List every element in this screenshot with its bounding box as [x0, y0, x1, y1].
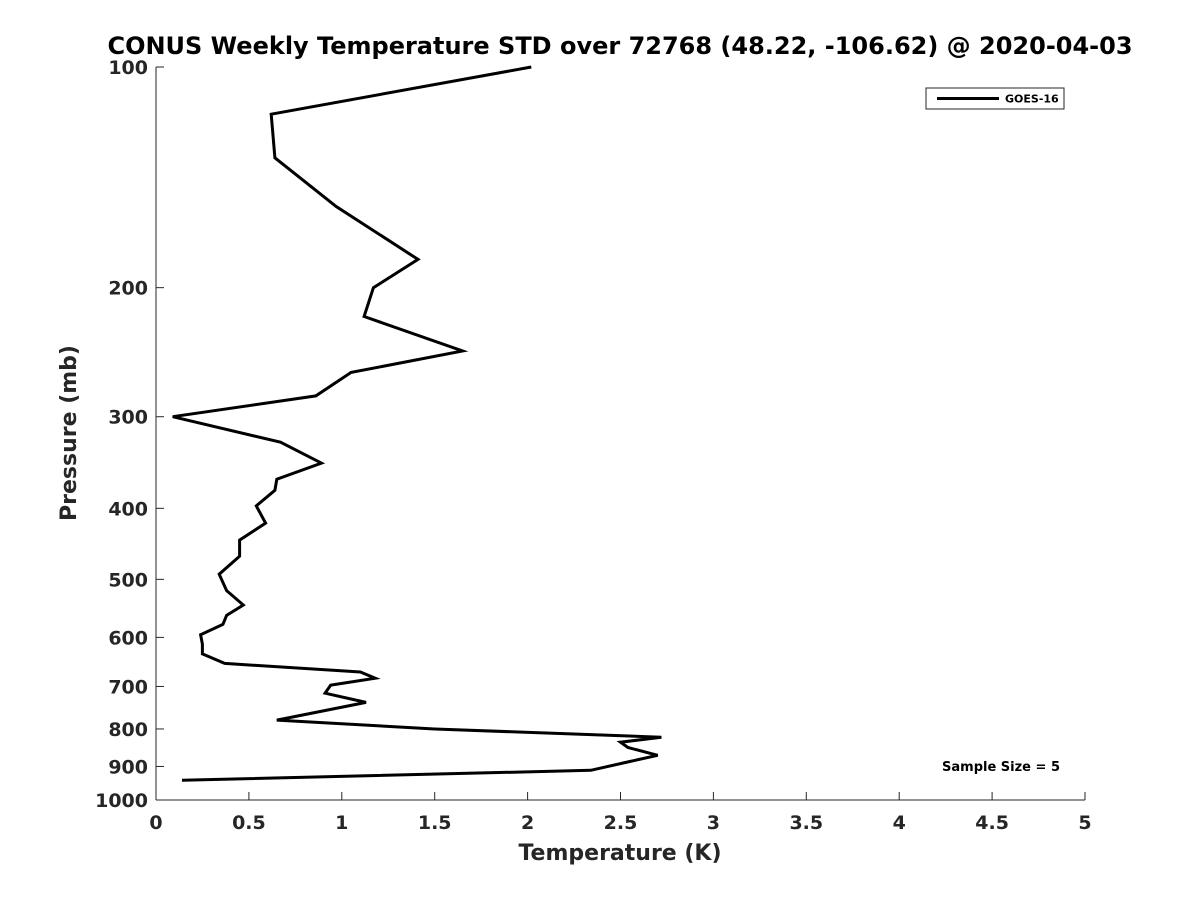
x-tick-label: 3 [707, 812, 720, 834]
y-tick-label: 600 [108, 627, 148, 649]
x-tick-label: 4.5 [975, 812, 1009, 834]
legend: GOES-16 [925, 87, 1065, 110]
x-tick-label: 2.5 [604, 812, 638, 834]
y-axis-label: Pressure (mb) [57, 345, 82, 521]
sample-size-annotation: Sample Size = 5 [942, 760, 1060, 775]
x-tick-label: 4 [893, 812, 906, 834]
chart-title: CONUS Weekly Temperature STD over 72768 … [107, 32, 1132, 60]
y-tick-label: 700 [108, 676, 148, 698]
y-tick-label: 100 [108, 57, 148, 79]
x-axis-ticks: 0 0.5 1 1.5 2 2.5 3 3.5 4 4.5 5 [149, 792, 1092, 834]
y-tick-label: 300 [108, 407, 148, 429]
series-line-goes-16 [172, 65, 662, 782]
x-tick-label: 0 [149, 812, 162, 834]
x-axis-label: Temperature (K) [518, 841, 721, 866]
x-tick-label: 3.5 [789, 812, 823, 834]
y-tick-label: 500 [108, 569, 148, 591]
x-tick-label: 5 [1078, 812, 1091, 834]
y-tick-label: 800 [108, 719, 148, 741]
y-axis-ticks: 100 200 300 400 500 600 700 800 900 1000 [95, 57, 164, 812]
x-tick-label: 2 [521, 812, 534, 834]
y-tick-label: 200 [108, 278, 148, 300]
y-tick-label: 900 [108, 756, 148, 778]
x-tick-label: 0.5 [232, 812, 266, 834]
x-tick-label: 1.5 [418, 812, 452, 834]
legend-entry-goes-16: GOES-16 [1005, 93, 1059, 106]
y-tick-label: 400 [108, 498, 148, 520]
series-layer [172, 65, 662, 782]
x-tick-label: 1 [335, 812, 348, 834]
plot-area: 0 0.5 1 1.5 2 2.5 3 3.5 4 4.5 5 100 200 300 400 500 600… [95, 57, 1092, 834]
y-tick-label: 1000 [95, 790, 148, 812]
